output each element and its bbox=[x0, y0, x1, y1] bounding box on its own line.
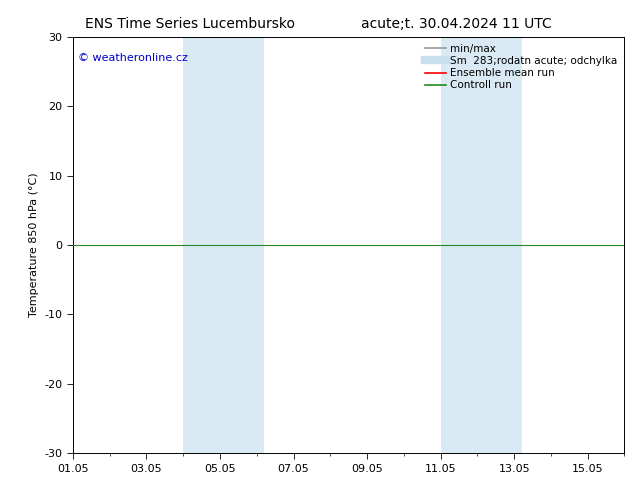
Bar bbox=[183, 37, 264, 453]
Text: acute;t. 30.04.2024 11 UTC: acute;t. 30.04.2024 11 UTC bbox=[361, 17, 552, 31]
Text: ENS Time Series Lucembursko: ENS Time Series Lucembursko bbox=[85, 17, 295, 31]
Bar bbox=[441, 37, 522, 453]
Legend: min/max, Sm  283;rodatn acute; odchylka, Ensemble mean run, Controll run: min/max, Sm 283;rodatn acute; odchylka, … bbox=[423, 42, 619, 93]
Y-axis label: Temperature 850 hPa (°C): Temperature 850 hPa (°C) bbox=[29, 172, 39, 318]
Text: © weatheronline.cz: © weatheronline.cz bbox=[79, 53, 188, 63]
